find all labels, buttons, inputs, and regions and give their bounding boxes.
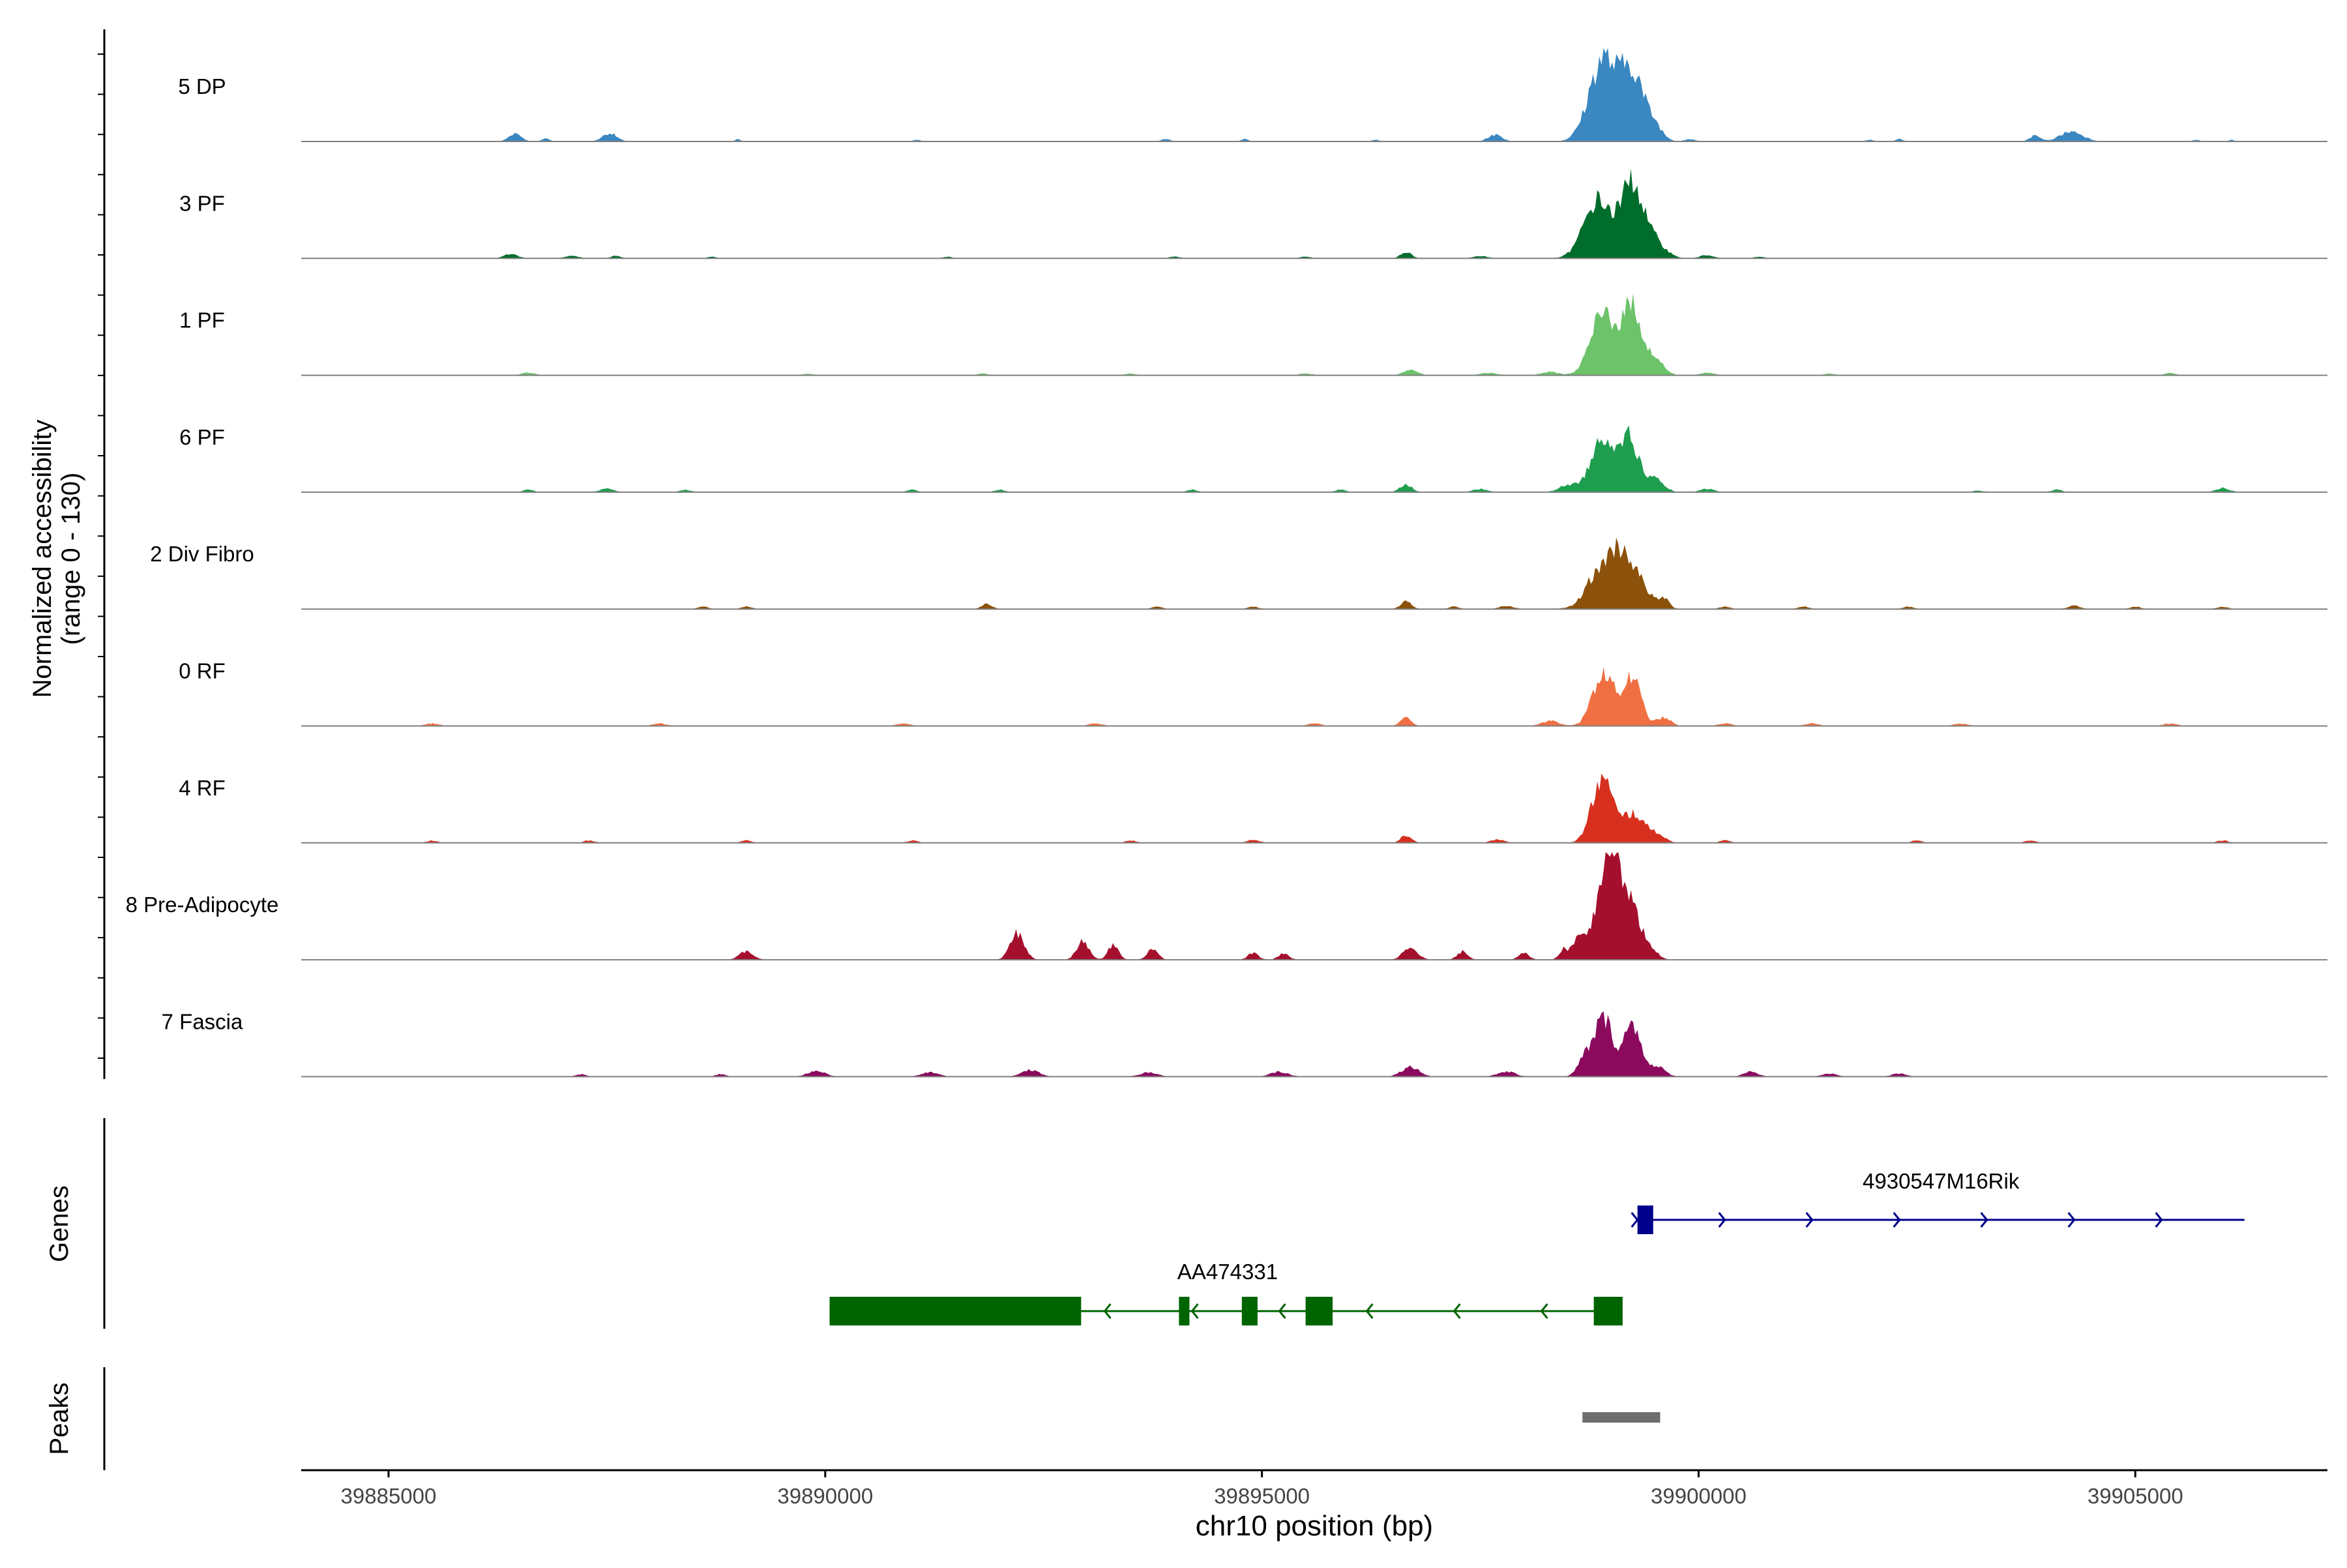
track-3: 1 PF <box>179 293 2327 376</box>
gene-exon <box>829 1297 1082 1325</box>
strand-arrow <box>1278 1303 1286 1319</box>
track-2: 3 PF <box>179 168 2327 259</box>
track-label: 4 RF <box>179 776 226 800</box>
strand-arrow <box>1540 1303 1548 1319</box>
track-1: 5 DP <box>178 48 2327 142</box>
track-9: 7 Fascia <box>162 1009 2327 1078</box>
peak-annotations <box>1582 1412 1661 1423</box>
track-label: 0 RF <box>179 659 226 683</box>
coverage-axis-ticks <box>98 53 104 1059</box>
x-tick-label: 39890000 <box>777 1484 873 1508</box>
track-5: 2 Div Fibro <box>150 537 2327 610</box>
strand-arrow <box>1718 1212 1726 1228</box>
track-label: 8 Pre-Adipocyte <box>126 893 279 917</box>
gene-exon <box>1305 1297 1333 1325</box>
coverage-area <box>388 48 2284 141</box>
coverage-area <box>388 168 2284 259</box>
strand-arrow <box>1805 1212 1814 1228</box>
track-8: 8 Pre-Adipocyte <box>126 852 2327 961</box>
track-label: 6 PF <box>179 425 225 449</box>
x-tick-label: 39900000 <box>1651 1484 1747 1508</box>
x-tick-label: 39885000 <box>341 1484 437 1508</box>
track-label: 1 PF <box>179 308 225 333</box>
strand-arrow <box>1103 1303 1112 1319</box>
coverage-tracks: 5 DP 3 PF 1 PF 6 PF 2 Div Fibro 0 RF 4 RF 8 Pre… <box>126 48 2327 1078</box>
gene-exon <box>1593 1297 1623 1325</box>
gene-label: 4930547M16Rik <box>1863 1169 2020 1193</box>
x-axis-ticks: 39885000 39890000 39895000 39900000 39905000 <box>341 1470 2183 1508</box>
track-label: 3 PF <box>179 191 225 215</box>
coverage-area <box>388 1011 2284 1077</box>
gene-label: AA474331 <box>1177 1260 1278 1284</box>
genes-axis-title: Genes <box>45 1185 74 1262</box>
x-axis-title: chr10 position (bp) <box>1196 1510 1433 1542</box>
peaks-axis-title: Peaks <box>45 1382 74 1455</box>
coverage-area <box>388 293 2284 376</box>
strand-arrow <box>1453 1303 1461 1319</box>
coverage-area <box>388 537 2284 610</box>
strand-arrow <box>1365 1303 1374 1319</box>
gene-exon <box>1637 1206 1653 1234</box>
gene-annotations: 4930547M16Rik AA474331 <box>829 1169 2245 1325</box>
track-label: 7 Fascia <box>162 1009 243 1033</box>
gene-exon <box>1241 1297 1258 1325</box>
strand-arrow <box>2067 1212 2076 1228</box>
gene-AA474331: AA474331 <box>829 1260 1623 1325</box>
strand-arrow <box>2155 1212 2163 1228</box>
gene-4930547M16Rik: 4930547M16Rik <box>1631 1169 2245 1234</box>
gene-exon <box>1179 1297 1190 1325</box>
coverage-area <box>388 773 2284 843</box>
coverage-area <box>388 852 2284 960</box>
coverage-area <box>388 667 2284 726</box>
strand-arrow <box>1190 1303 1199 1319</box>
strand-arrow <box>1631 1212 1639 1228</box>
track-label: 5 DP <box>178 74 226 98</box>
y-axis-title-line2: (range 0 - 130) <box>57 473 85 645</box>
peak-region <box>1582 1412 1661 1423</box>
coverage-area <box>388 425 2284 492</box>
x-tick-label: 39895000 <box>1214 1484 1310 1508</box>
track-7: 4 RF <box>179 773 2327 844</box>
x-tick-label: 39905000 <box>2088 1484 2183 1508</box>
track-4: 6 PF <box>179 425 2327 493</box>
track-6: 0 RF <box>179 659 2327 727</box>
strand-arrow <box>1980 1212 1988 1228</box>
track-label: 2 Div Fibro <box>150 542 254 566</box>
strand-arrow <box>1893 1212 1901 1228</box>
y-axis-title-line1: Normalized accessibility <box>28 420 57 698</box>
